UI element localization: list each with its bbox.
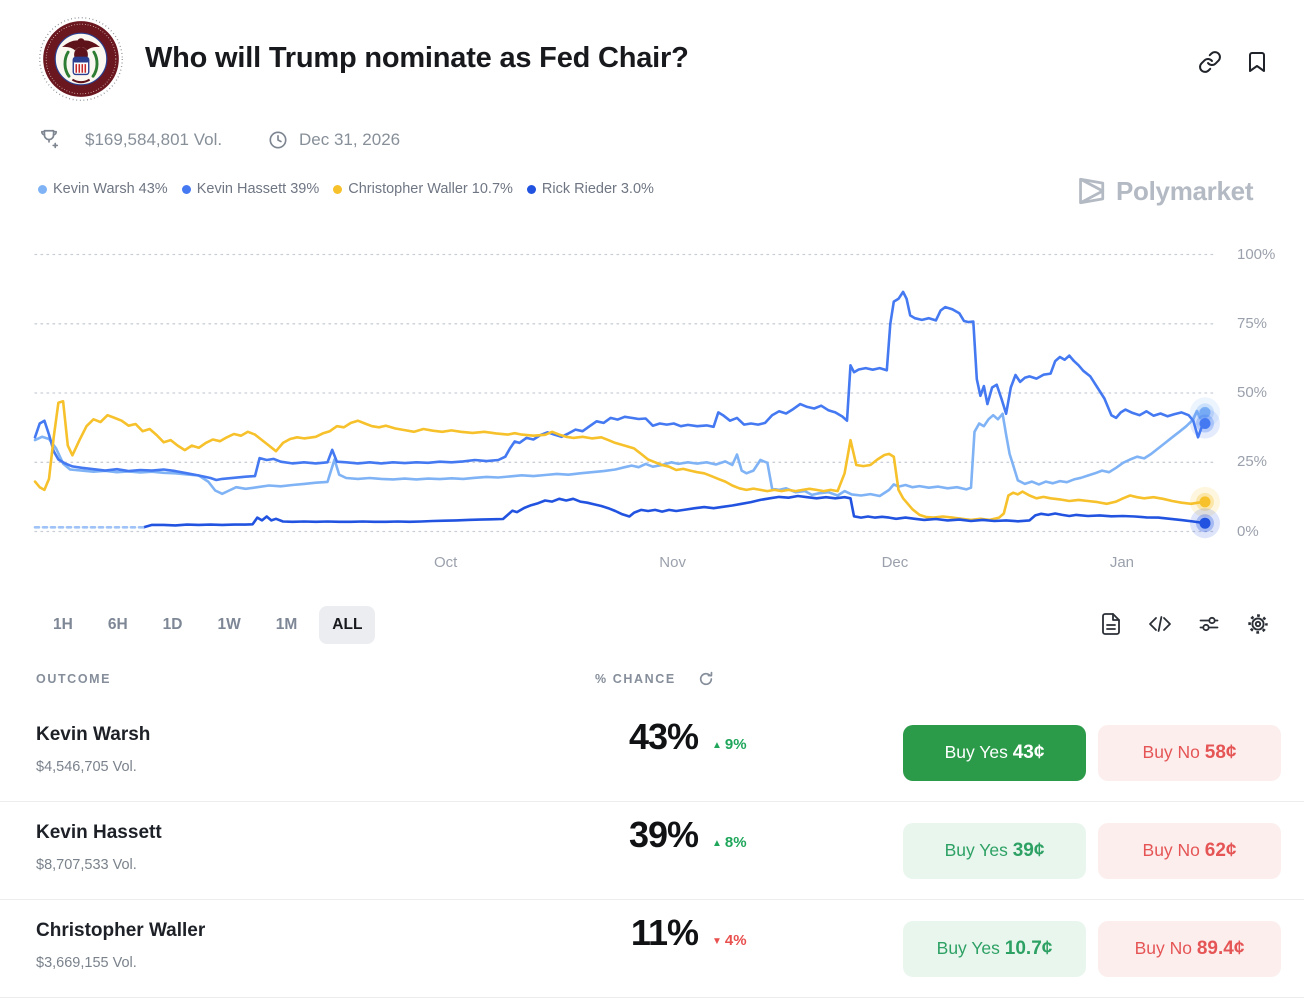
outcome-row-christopher-waller[interactable]: Christopher Waller $3,669,155 Vol. 11% ▼… (0, 899, 1304, 998)
chance-delta: ▲ 8% (712, 834, 747, 851)
chart-tools (1099, 612, 1270, 636)
clock-icon (269, 131, 287, 149)
outcome-volume: $3,669,155 Vol. (36, 955, 137, 971)
legend-label: Christopher Waller 10.7% (348, 181, 513, 197)
fed-seal-logo (39, 17, 123, 101)
outcome-column-header: OUTCOME (36, 672, 112, 686)
timeframe-1d[interactable]: 1D (150, 606, 196, 644)
sliders-icon[interactable] (1197, 612, 1221, 636)
x-axis-label: Nov (659, 554, 686, 571)
buy-yes-price: 43¢ (1012, 742, 1045, 763)
chance-column-header: % CHANCE (595, 672, 676, 686)
polymarket-logo-icon (1079, 177, 1105, 205)
market-end-date: Dec 31, 2026 (299, 130, 401, 149)
total-volume: $169,584,801 Vol. (85, 130, 223, 149)
chance-value: 39% (628, 814, 699, 855)
delta-value: 4% (724, 932, 747, 949)
timeframe-1w[interactable]: 1W (204, 606, 253, 644)
buy-no-price: 62¢ (1204, 840, 1237, 861)
outcome-name: Christopher Waller (36, 920, 206, 941)
buy-yes-button[interactable]: Buy Yes 43¢ (903, 725, 1086, 781)
delta-value: 9% (724, 736, 747, 753)
legend-dot-icon (526, 184, 536, 194)
delta-value: 8% (724, 834, 747, 851)
timeframe-1m[interactable]: 1M (263, 606, 311, 644)
gear-icon[interactable] (1246, 612, 1270, 636)
legend-dot-icon (38, 184, 47, 194)
timeframe-selector: 1H 6H 1D 1W 1M ALL (40, 606, 376, 644)
buy-yes-label: Buy Yes (936, 938, 1000, 958)
refresh-icon[interactable] (698, 671, 714, 687)
buy-yes-label: Buy Yes (944, 742, 1008, 762)
outcome-row-kevin-warsh[interactable]: Kevin Warsh $4,546,705 Vol. 43% ▲ 9% Buy … (0, 703, 1304, 802)
page-title: Who will Trump nominate as Fed Chair? (145, 42, 689, 74)
embed-code-icon[interactable] (1148, 612, 1172, 636)
chance-value: 11% (630, 912, 699, 953)
y-axis-label: 75% (1237, 314, 1268, 332)
timeframe-6h[interactable]: 6H (95, 606, 141, 644)
legend-label: Kevin Hassett 39% (196, 181, 320, 197)
legend-label: Rick Rieder 3.0% (541, 181, 654, 197)
legend-label: Kevin Warsh 43% (53, 181, 168, 197)
buy-no-price: 58¢ (1204, 742, 1237, 763)
delta-up-icon: ▲ (712, 740, 722, 751)
chance-delta: ▲ 9% (712, 736, 747, 753)
legend-item-kevin-warsh[interactable]: Kevin Warsh 43% (38, 181, 168, 197)
x-axis-label: Oct (433, 554, 458, 571)
buy-no-label: Buy No (1134, 938, 1192, 958)
buy-yes-label: Buy Yes (944, 840, 1008, 860)
outcome-row-kevin-hassett[interactable]: Kevin Hassett $8,707,533 Vol. 39% ▲ 8% Bu… (0, 801, 1304, 900)
timeframe-1h[interactable]: 1H (40, 606, 86, 644)
legend-dot-icon (181, 184, 191, 194)
y-axis-label: 100% (1237, 245, 1276, 263)
polymarket-wordmark: Polymarket (1116, 175, 1254, 206)
buy-no-label: Buy No (1142, 840, 1200, 860)
legend-dot-icon (333, 184, 343, 194)
chance-value: 43% (628, 716, 699, 757)
y-axis-label: 25% (1237, 453, 1268, 471)
bookmark-icon[interactable] (1245, 50, 1269, 74)
buy-yes-price: 39¢ (1012, 840, 1045, 861)
outcome-name: Kevin Hassett (36, 822, 162, 843)
buy-no-button[interactable]: Buy No 58¢ (1098, 725, 1281, 781)
trophy-icon (41, 129, 59, 149)
outcome-volume: $8,707,533 Vol. (36, 857, 137, 873)
delta-up-icon: ▲ (712, 838, 722, 849)
buy-no-price: 89.4¢ (1196, 938, 1245, 959)
buy-yes-price: 10.7¢ (1004, 938, 1053, 959)
polymarket-watermark: Polymarket (1074, 175, 1253, 207)
y-axis-label: 0% (1237, 522, 1259, 540)
legend-item-kevin-hassett[interactable]: Kevin Hassett 39% (181, 181, 320, 197)
outcome-name: Kevin Warsh (36, 724, 151, 745)
timeframe-all[interactable]: ALL (319, 606, 376, 644)
news-icon[interactable] (1099, 612, 1123, 636)
buy-yes-button[interactable]: Buy Yes 39¢ (903, 823, 1086, 879)
y-axis-label: 50% (1237, 384, 1268, 401)
buy-no-button[interactable]: Buy No 62¢ (1098, 823, 1281, 879)
x-axis-label: Jan (1109, 554, 1135, 571)
copy-link-icon[interactable] (1198, 50, 1222, 74)
x-axis-label: Dec (881, 554, 909, 571)
buy-yes-button[interactable]: Buy Yes 10.7¢ (903, 921, 1086, 977)
legend-item-rick-rieder[interactable]: Rick Rieder 3.0% (526, 181, 654, 197)
buy-no-label: Buy No (1142, 742, 1200, 762)
chance-delta: ▼ 4% (712, 932, 747, 949)
legend-item-christopher-waller[interactable]: Christopher Waller 10.7% (333, 181, 513, 197)
outcome-volume: $4,546,705 Vol. (36, 759, 137, 775)
buy-no-button[interactable]: Buy No 89.4¢ (1098, 921, 1281, 977)
chart-legend: Kevin Warsh 43% Kevin Hassett 39% Christ… (38, 181, 654, 197)
delta-down-icon: ▼ (712, 936, 722, 947)
